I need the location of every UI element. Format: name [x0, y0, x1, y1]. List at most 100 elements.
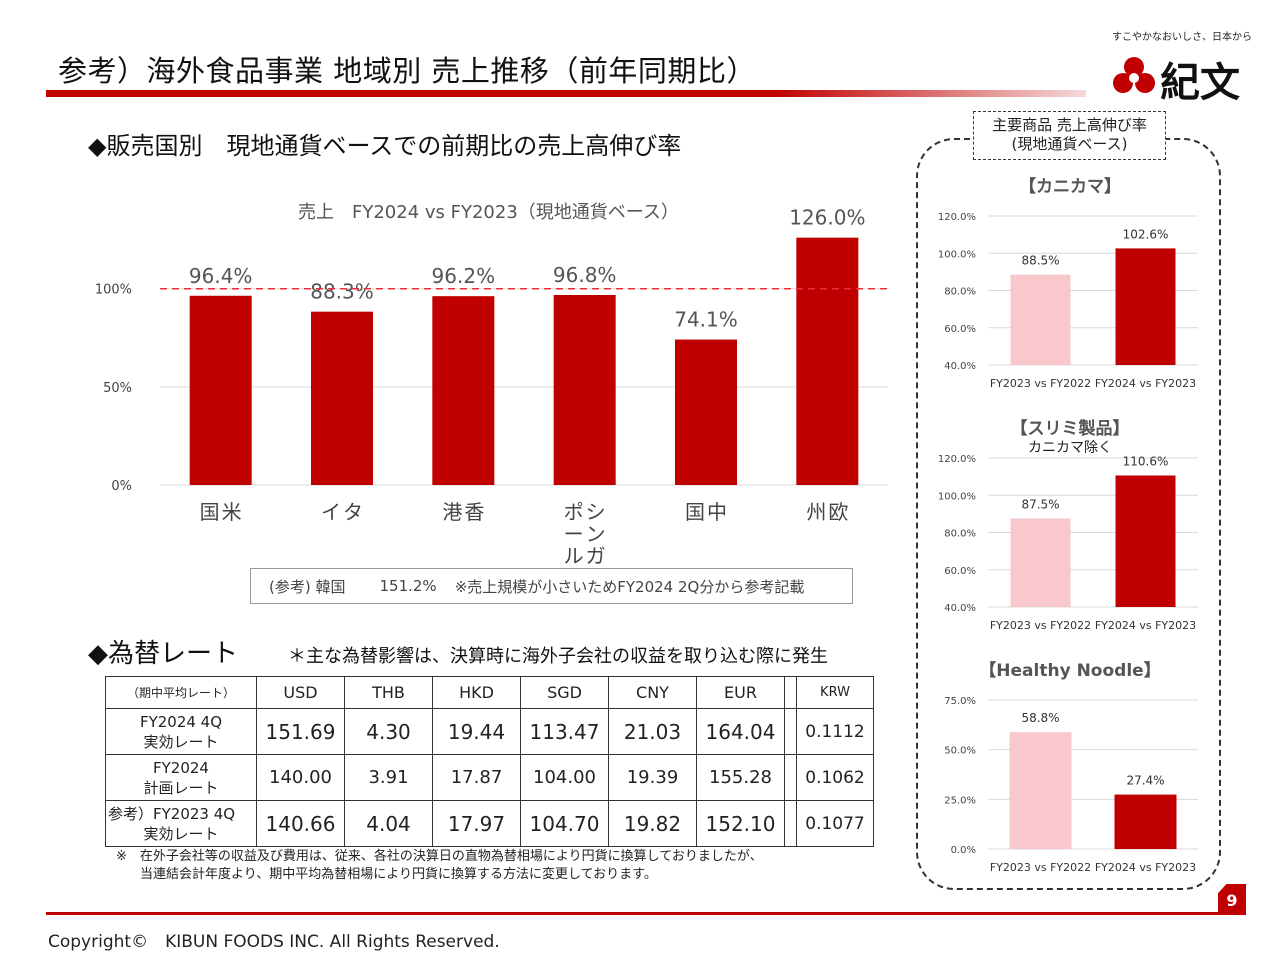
fx-cell: 17.97 [432, 800, 521, 847]
main-chart-title: 売上 FY2024 vs FY2023（現地通貨ベース） [298, 202, 679, 223]
fx-gap-col [784, 676, 797, 709]
fx-col-cny: CNY [608, 676, 697, 709]
category-label: FY2023 vs FY2022 [990, 619, 1091, 632]
y-tick-label: 120.0% [938, 212, 976, 223]
fx-row-label-line2: 実効レート [143, 732, 219, 751]
data-label: 110.6% [1123, 455, 1169, 469]
fx-cell-krw: 0.1112 [796, 708, 874, 755]
category-label: 中 [707, 500, 727, 524]
section-heading-sales: ◆販売国別 現地通貨ベースでの前期比の売上高伸び率 [88, 132, 682, 160]
y-tick-label: 100.0% [938, 491, 976, 502]
fx-col-eur: EUR [696, 676, 785, 709]
fx-cell: 164.04 [696, 708, 785, 755]
y-tick-label: 0.0% [951, 845, 976, 856]
noodle-chart: 0.0% 25.0% 50.0% 75.0% 58.8% FY2023 vs FY2022… [944, 696, 1198, 874]
kanikama-chart: 40.0% 60.0% 80.0% 100.0% 120.0% 88.5% FY2023 v… [938, 212, 1198, 390]
fx-cell-krw: 0.1062 [796, 754, 874, 801]
fx-cell: 104.00 [520, 754, 609, 801]
category-label: 州 [806, 500, 826, 524]
fx-row-label-line1: FY2024 [153, 758, 209, 777]
fx-cell: 140.00 [256, 754, 345, 801]
category-label: FY2023 vs FY2022 [990, 377, 1091, 390]
fx-row-label-line1: 参考）FY2023 4Q [108, 804, 236, 823]
category-label: 欧 [828, 500, 848, 524]
y-tick-label: 120.0% [938, 454, 976, 465]
data-label: 87.5% [1021, 498, 1059, 512]
fx-cell-krw: 0.1077 [796, 800, 874, 847]
footnote: ※ 在外子会社等の収益及び費用は、従来、各社の決算日の直物為替相場により円貨に換… [116, 848, 763, 884]
side-panel-label-line2: (現地通貨ベース) [1011, 135, 1128, 153]
table-row: 参考）FY2023 4Q 実効レート 140.66 4.04 17.97 104.… [105, 800, 874, 847]
fx-gap-cell [784, 754, 797, 801]
y-tick-label: 40.0% [944, 361, 976, 372]
category-label: シ [586, 500, 606, 524]
y-tick-label: 80.0% [944, 287, 976, 298]
fx-cell: 17.87 [432, 754, 521, 801]
category-label: タ [343, 500, 363, 524]
surimi-title: 【スリミ製品】 [1010, 419, 1130, 439]
y-tick-label: 100.0% [938, 249, 976, 260]
bar [553, 294, 616, 485]
korea-reference-box: (参考) 韓国 151.2% ※売上規模が小さいためFY2024 2Q分から参考… [250, 568, 853, 604]
fx-row-label-line2: 計画レート [143, 778, 219, 797]
category-label: FY2024 vs FY2023 [1095, 377, 1196, 390]
data-label: 96.8% [553, 263, 617, 287]
fx-header-label: （期中平均レート） [105, 676, 257, 709]
data-label: 88.3% [310, 280, 374, 304]
surimi-subtitle: カニカマ除く [1028, 440, 1112, 456]
category-label: ポ [564, 500, 584, 524]
noodle-title: 【Healthy Noodle】 [979, 661, 1161, 681]
y-tick-label: 50.0% [944, 746, 976, 757]
fx-cell: 113.47 [520, 708, 609, 755]
korea-note: ※売上規模が小さいためFY2024 2Q分から参考記載 [454, 577, 805, 596]
category-label: 港 [442, 500, 462, 524]
category-label: FY2024 vs FY2023 [1095, 619, 1196, 632]
category-label: FY2023 vs FY2022 [990, 861, 1091, 874]
fx-gap-cell [784, 708, 797, 755]
fx-cell: 4.04 [344, 800, 433, 847]
y-tick-label: 25.0% [944, 795, 976, 806]
category-label: ガ [586, 544, 606, 568]
fx-row-label: FY2024 計画レート [105, 754, 257, 801]
copyright: Copyright© KIBUN FOODS INC. All Rights R… [48, 932, 500, 952]
footer-bar [46, 912, 1226, 915]
fx-col-sgd: SGD [520, 676, 609, 709]
side-panel-label-line1: 主要商品 売上高伸び率 [992, 116, 1147, 134]
page-title: 参考）海外食品事業 地域別 売上推移（前年同期比） [58, 54, 756, 88]
fx-row-label: FY2024 4Q 実効レート [105, 708, 257, 755]
fx-rate-table: （期中平均レート） USD THB HKD SGD CNY EUR KRW FY… [105, 676, 874, 847]
fx-gap-cell [784, 800, 797, 847]
category-label: ン [586, 522, 606, 546]
footnote-line1: ※ 在外子会社等の収益及び費用は、従来、各社の決算日の直物為替相場により円貨に換… [116, 849, 763, 864]
main-bar-chart: 0%50%100%96.4%米国88.3%タイ96.2%香港96.8%シンガポー… [95, 206, 888, 568]
fx-row-label: 参考）FY2023 4Q 実効レート [105, 800, 257, 847]
bar [1114, 794, 1177, 849]
y-tick-label: 100% [95, 283, 132, 298]
fx-col-krw: KRW [796, 676, 874, 709]
fx-cell: 19.82 [608, 800, 697, 847]
fx-row-label-line1: FY2024 4Q [139, 712, 223, 731]
y-tick-label: 0% [111, 479, 132, 494]
category-label: イ [321, 500, 341, 524]
table-row: FY2024 4Q 実効レート 151.69 4.30 19.44 113.47 … [105, 708, 874, 755]
fx-header-row: （期中平均レート） USD THB HKD SGD CNY EUR KRW [105, 676, 874, 709]
fx-cell: 155.28 [696, 754, 785, 801]
y-tick-label: 60.0% [944, 566, 976, 577]
fx-note: ＊主な為替影響は、決算時に海外子会社の収益を取り込む際に発生 [288, 646, 828, 667]
fx-cell: 151.69 [256, 708, 345, 755]
bar [1010, 274, 1071, 365]
y-tick-label: 40.0% [944, 603, 976, 614]
category-label: 国 [685, 500, 705, 524]
data-label: 74.1% [674, 308, 738, 332]
data-label: 88.5% [1021, 254, 1059, 268]
surimi-chart: 40.0% 60.0% 80.0% 100.0% 120.0% 87.5% FY2023 v… [938, 454, 1198, 632]
korea-label: (参考) 韓国 [269, 577, 346, 596]
bar [1009, 732, 1072, 849]
bar [796, 237, 859, 485]
bar [1010, 518, 1071, 607]
section-heading-fx: ◆為替レート [88, 639, 238, 669]
y-tick-label: 50% [103, 381, 132, 396]
data-label: 96.4% [189, 264, 253, 288]
table-row: FY2024 計画レート 140.00 3.91 17.87 104.00 19.… [105, 754, 874, 801]
y-tick-label: 80.0% [944, 529, 976, 540]
